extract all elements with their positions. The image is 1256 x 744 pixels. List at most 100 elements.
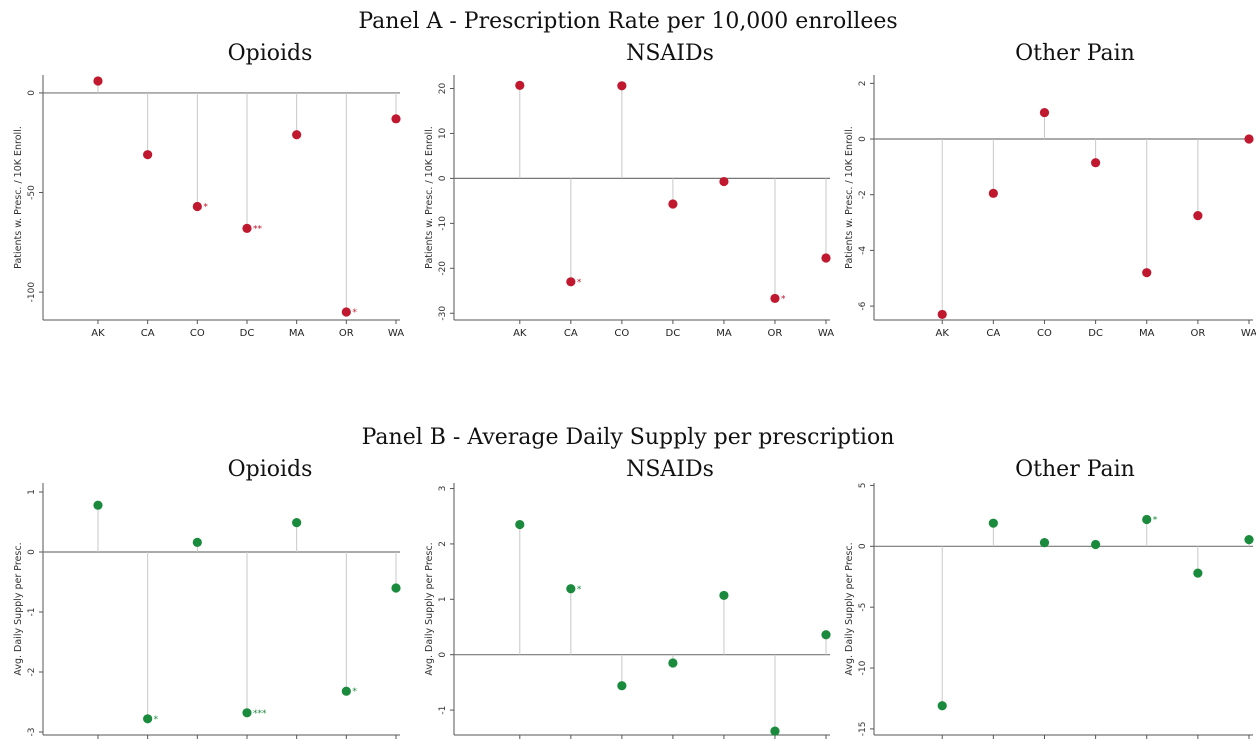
significance-label: ** (253, 224, 263, 234)
data-point (292, 518, 302, 528)
y-tick-label: 2 (858, 80, 868, 86)
data-point (1039, 538, 1050, 548)
y-axis-title: Avg. Daily Supply per Presc. (844, 542, 855, 675)
x-tick-label: DC (240, 328, 255, 339)
data-point (821, 253, 831, 263)
data-point (937, 309, 947, 320)
x-tick-label: OR (768, 328, 783, 339)
data-point (1091, 539, 1101, 550)
y-axis-title: Patients w. Presc. / 10K Enroll. (424, 126, 435, 269)
x-tick-label: WA (818, 328, 834, 339)
data-point (391, 114, 401, 124)
data-point (1142, 268, 1152, 278)
data-point (1244, 134, 1254, 144)
x-tick-label: WA (388, 328, 404, 339)
x-tick-label: MA (1139, 328, 1155, 339)
data-point (515, 519, 525, 530)
y-tick-label: 2 (438, 541, 448, 547)
subplot-title: Other Pain (1015, 457, 1135, 482)
y-tick-label: -2 (858, 190, 868, 199)
y-tick-label: 0 (27, 549, 37, 555)
data-point (937, 701, 947, 711)
data-point (1039, 107, 1050, 118)
data-point (192, 537, 202, 548)
subplot-title: NSAIDs (626, 457, 714, 482)
y-tick-label: 3 (438, 486, 448, 492)
data-point (770, 726, 780, 736)
x-tick-label: CA (564, 328, 578, 339)
y-tick-label: -10 (858, 660, 868, 675)
subplot-3: 2 0 -2 -4 -6 Patients w. Presc. / 10K Enroll.… (844, 75, 1256, 339)
x-tick-label: WA (1241, 328, 1256, 339)
x-tick-label: OR (1190, 328, 1205, 339)
data-point (617, 681, 627, 691)
significance-label: * (203, 202, 208, 212)
data-point (515, 80, 525, 90)
x-tick-label: OR (339, 328, 354, 339)
x-tick-label: DC (666, 328, 681, 339)
y-tick-label: 1 (438, 596, 448, 602)
y-tick-label: 1 (27, 489, 37, 495)
subplot-title: Opioids (228, 457, 313, 482)
data-point (821, 630, 831, 640)
y-tick-label: 0 (438, 175, 448, 181)
y-tick-label: -2 (27, 668, 37, 677)
data-point (93, 76, 103, 86)
x-tick-label: CA (986, 328, 1000, 339)
y-axis-title: Patients w. Presc. / 10K Enroll. (844, 126, 855, 269)
y-tick-label: -4 (858, 246, 868, 255)
x-tick-label: DC (1088, 328, 1103, 339)
data-point (143, 150, 153, 160)
significance-label: * (1153, 516, 1158, 526)
panel-a-title: Panel A - Prescription Rate per 10,000 e… (358, 9, 897, 34)
y-axis-title: Patients w. Presc. / 10K Enroll. (13, 126, 24, 269)
significance-label: * (781, 294, 786, 304)
significance-label: * (352, 308, 357, 318)
data-point (566, 277, 576, 287)
x-tick-label: MA (716, 328, 732, 339)
data-point (1142, 514, 1152, 525)
data-point (341, 307, 351, 317)
data-point (566, 584, 576, 594)
x-tick-label: CO (190, 328, 205, 339)
data-point (770, 293, 780, 304)
y-tick-label: 20 (438, 82, 448, 94)
y-tick-label: 0 (438, 652, 448, 658)
y-tick-label: 10 (438, 127, 448, 139)
x-tick-label: AK (513, 328, 527, 339)
significance-label: * (352, 687, 357, 697)
panel-b-title: Panel B - Average Daily Supply per presc… (362, 425, 895, 450)
x-tick-label: CA (141, 328, 155, 339)
data-point (93, 500, 103, 510)
data-point (143, 714, 153, 724)
subplot-2: 20 10 0 -10 -20 -30 Patients w. Presc. / 10K E… (424, 75, 834, 339)
significance-label: *** (253, 709, 267, 719)
subplot-title: Other Pain (1015, 41, 1135, 66)
data-point (719, 590, 729, 601)
y-tick-label: 0 (858, 136, 868, 142)
y-tick-label: 0 (27, 90, 37, 96)
data-point (719, 176, 729, 187)
y-tick-label: -50 (27, 185, 37, 200)
x-tick-label: CO (1037, 328, 1052, 339)
y-tick-label: -3 (27, 728, 37, 737)
data-point (1091, 158, 1101, 168)
significance-label: * (577, 585, 582, 595)
data-point (617, 81, 627, 91)
data-point (1193, 568, 1203, 578)
y-tick-label: 0 (858, 543, 868, 549)
data-point (988, 518, 998, 528)
y-tick-label: -10 (438, 216, 448, 231)
data-point (1244, 535, 1254, 545)
data-point (668, 658, 678, 668)
y-tick-label: -100 (27, 282, 37, 303)
y-tick-label: -6 (858, 301, 868, 310)
data-point (242, 708, 252, 718)
y-tick-label: -30 (438, 306, 448, 321)
data-point (192, 201, 202, 212)
data-point (242, 223, 252, 233)
data-point (341, 686, 351, 696)
